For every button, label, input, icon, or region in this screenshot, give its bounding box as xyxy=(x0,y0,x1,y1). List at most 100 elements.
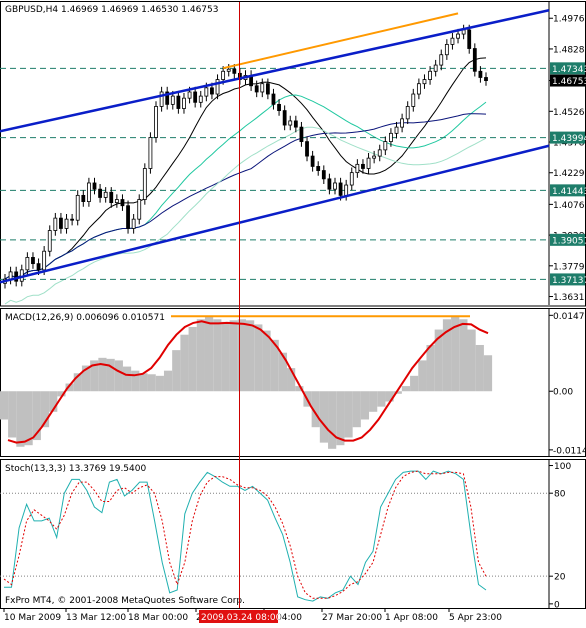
level-label-box xyxy=(550,131,585,144)
candle-body xyxy=(176,95,181,109)
candle-body xyxy=(338,182,343,196)
candle-body xyxy=(271,93,276,105)
candle-body xyxy=(439,54,444,66)
macd-histogram-bar xyxy=(254,324,263,392)
candle-body xyxy=(109,191,114,204)
macd-histogram-bar xyxy=(369,391,378,412)
candle-body xyxy=(131,218,136,229)
candle-body xyxy=(361,163,365,169)
macd-histogram-bar xyxy=(426,344,435,392)
candle-body xyxy=(126,205,130,229)
candle-body xyxy=(114,199,119,204)
x-highlight-label: 2009.03.24 08:00 xyxy=(201,613,282,623)
stoch-title: Stoch(13,3,3) 13.3769 19.5400 xyxy=(5,464,146,474)
candle-body xyxy=(288,120,293,126)
candle-body xyxy=(282,110,287,126)
candle-body xyxy=(333,182,337,190)
candle-body xyxy=(277,103,281,111)
candle-body xyxy=(355,163,360,174)
candle-body xyxy=(193,91,198,103)
candle-body xyxy=(103,191,108,198)
level-label-box xyxy=(550,74,585,87)
stoch-y-tick-label: 100 xyxy=(554,462,571,472)
macd-histogram-bar xyxy=(0,391,9,420)
macd-histogram-bar xyxy=(418,360,427,392)
level-label-box xyxy=(550,273,585,286)
level-label: 1.41443 xyxy=(552,187,586,197)
macd-histogram-bar xyxy=(385,391,394,402)
candle-body xyxy=(305,141,309,157)
macd-histogram-bar xyxy=(352,391,361,428)
macd-histogram-bar xyxy=(270,339,279,392)
candle-body xyxy=(182,97,186,109)
stoch-main-line xyxy=(4,470,487,602)
candle-body xyxy=(383,141,388,151)
candle-body xyxy=(64,218,69,229)
macd-histogram-bar xyxy=(393,391,402,394)
price-y-tick-label: 1.36310 xyxy=(553,293,586,303)
candle-body xyxy=(25,257,30,271)
stoch-panel-border xyxy=(0,459,586,609)
macd-histogram-bar xyxy=(8,391,17,438)
x-axis-label: 5 Apr 23:00 xyxy=(449,613,502,623)
candle-body xyxy=(148,137,153,169)
x-axis-label: 1 Apr 08:00 xyxy=(385,613,438,623)
macd-histogram-bar xyxy=(459,319,468,392)
macd-histogram-bar xyxy=(114,360,123,392)
candle-body xyxy=(260,83,265,93)
macd-histogram-bar xyxy=(213,319,222,392)
x-axis-label: 13 Mar 12:00 xyxy=(66,613,126,623)
candle-body xyxy=(70,218,75,221)
candle-body xyxy=(377,149,382,157)
macd-histogram-bar xyxy=(49,391,58,412)
candle-body xyxy=(36,263,41,271)
candle-body xyxy=(389,132,393,143)
candle-body xyxy=(372,155,377,159)
macd-histogram-bar xyxy=(106,358,115,392)
macd-histogram-bar xyxy=(57,391,66,397)
macd-y-tick-label: -0.011408 xyxy=(553,446,586,456)
level-label: 1.47343 xyxy=(552,65,586,75)
candle-body xyxy=(221,70,226,80)
candle-body xyxy=(14,271,19,282)
candle-body xyxy=(299,126,304,143)
macd-y-tick-label: 0.014770 xyxy=(553,312,586,322)
macd-histogram-bar xyxy=(90,360,99,392)
candle-body xyxy=(444,43,449,56)
macd-histogram-bar xyxy=(98,357,107,392)
macd-histogram-bar xyxy=(147,374,156,392)
candle-body xyxy=(165,91,170,105)
channel-line xyxy=(0,144,550,284)
candle-body xyxy=(416,83,421,95)
x-axis-label: 10 Mar 2009 xyxy=(4,613,61,623)
candle-body xyxy=(394,126,399,134)
candle-body xyxy=(137,199,142,220)
macd-histogram-bar xyxy=(24,391,33,446)
macd-histogram-bar xyxy=(246,320,255,392)
candle-body xyxy=(81,194,86,202)
macd-histogram-bar xyxy=(81,365,91,392)
candle-body xyxy=(366,157,371,169)
macd-signal-line xyxy=(7,320,489,444)
level-label: 1.37137 xyxy=(552,276,586,286)
macd-histogram-bar xyxy=(73,373,82,392)
price-y-tick-label: 1.48280 xyxy=(553,45,586,55)
level-label-box xyxy=(550,233,585,246)
envelope-line xyxy=(4,126,487,305)
candle-body xyxy=(265,83,270,95)
candle-body xyxy=(75,194,80,221)
candle-body xyxy=(187,91,192,99)
candle-body xyxy=(215,79,220,95)
candle-body xyxy=(254,85,259,93)
price-y-tick-label: 1.37795 xyxy=(553,262,586,272)
candle-body xyxy=(204,87,209,97)
macd-histogram-bar xyxy=(287,368,296,392)
copyright-text: FxPro MT4, © 2001-2008 MetaQuotes Softwa… xyxy=(5,596,245,606)
macd-histogram-bar xyxy=(196,319,205,392)
price-y-tick-label: 1.45265 xyxy=(553,108,586,118)
candle-body xyxy=(154,106,158,138)
level-label-box xyxy=(550,62,585,75)
candles-group xyxy=(3,24,488,289)
